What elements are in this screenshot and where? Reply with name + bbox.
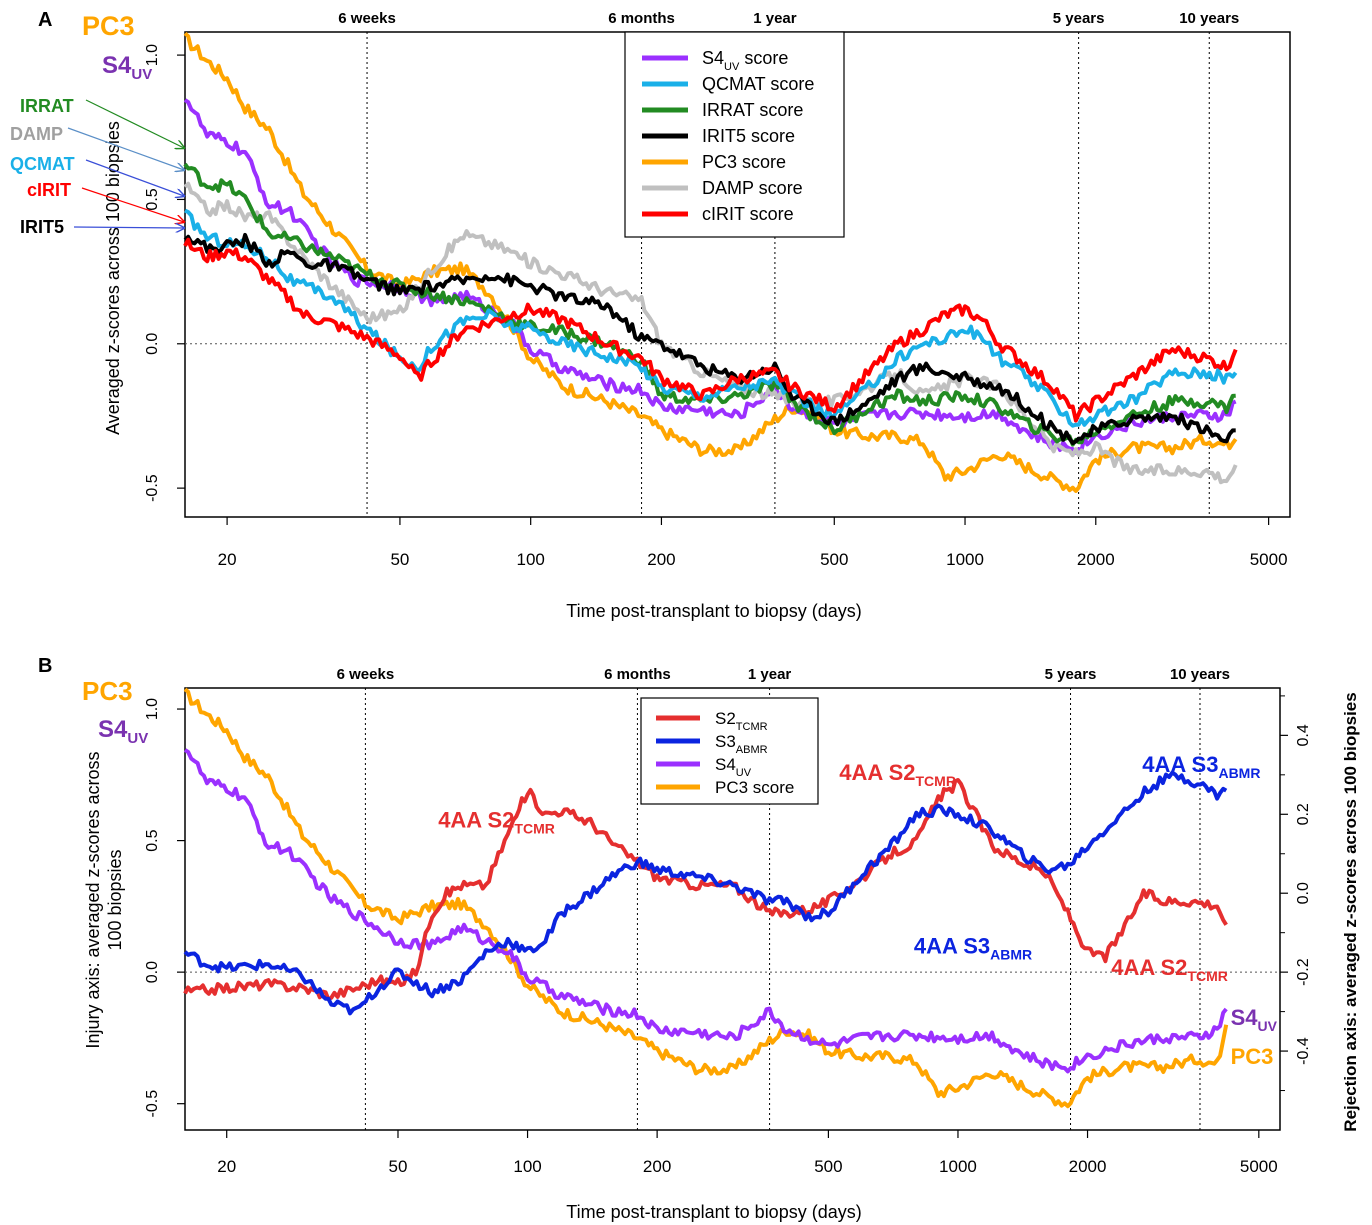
x-tick-label: 5000 (1250, 550, 1288, 569)
x-axis-label-b: Time post-transplant to biopsy (days) (566, 1202, 861, 1222)
x-tick-label: 100 (516, 550, 544, 569)
y-tick-label: 0.0 (144, 333, 161, 355)
milestone-label: 6 weeks (337, 666, 395, 683)
y2-tick-label: 0.4 (1295, 724, 1312, 746)
y-tick-label: 1.0 (144, 698, 161, 720)
annotation-label: 4AA S2TCMR (839, 760, 956, 789)
milestone-label: 6 months (608, 10, 675, 27)
series-line-s3abmr (183, 770, 1228, 1016)
x-tick-label: 20 (218, 550, 237, 569)
left-label-cirit: cIRIT (27, 180, 71, 200)
x-tick-label: 2000 (1077, 550, 1115, 569)
milestone-label: 10 years (1179, 10, 1239, 27)
left-label-s4uv: S4UV (102, 52, 152, 83)
annotation-label: PC3 (1231, 1044, 1274, 1069)
legend-label: PC3 score (715, 778, 794, 797)
legend-label: PC3 score (702, 152, 786, 172)
y2-tick-label: 0.0 (1295, 882, 1312, 904)
x-tick-label: 20 (217, 1157, 236, 1176)
annotation-label: 4AA S3ABMR (1142, 752, 1260, 781)
milestone-label: 5 years (1045, 666, 1097, 683)
left-label-irit5: IRIT5 (20, 217, 64, 237)
y2-tick-label: -0.2 (1295, 958, 1312, 986)
left-label-pc3: PC3 (82, 11, 135, 41)
left-label-irrat: IRRAT (20, 96, 74, 116)
legend-label: S4UV score (702, 48, 788, 73)
x-tick-label: 5000 (1240, 1157, 1278, 1176)
y-tick-label: -0.5 (144, 474, 161, 502)
milestone-label: 10 years (1170, 666, 1230, 683)
annotation-label: 4AA S2TCMR (1111, 955, 1228, 984)
series-line-cirit (183, 237, 1238, 423)
panel-label-b: B (38, 655, 52, 677)
label-arrow (81, 187, 184, 222)
series-line-s4uv (183, 748, 1228, 1074)
legend-label: S4UV (715, 755, 752, 779)
label-arrow (73, 227, 184, 228)
x-tick-label: 2000 (1069, 1157, 1107, 1176)
panel-label-a: A (38, 9, 52, 31)
series-line-pc3 (183, 687, 1229, 1109)
y-axis-label-b-line1: Injury axis: averaged z-scores across (83, 751, 103, 1048)
left-label-s4uv: S4UV (98, 716, 148, 747)
y-axis-label-a: Averaged z-scores across 100 biopsies (103, 121, 123, 435)
left-label-pc3: PC3 (82, 676, 133, 706)
x-tick-label: 1000 (946, 550, 984, 569)
series-line-irit5 (183, 232, 1236, 446)
label-arrow (85, 99, 184, 148)
x-axis-label-a: Time post-transplant to biopsy (days) (566, 601, 861, 621)
annotation-label: S4UV (1231, 1005, 1278, 1034)
legend-label: DAMP score (702, 178, 803, 198)
y-axis-label-b-line2: 100 biopsies (105, 849, 125, 950)
y-tick-label: 1.0 (144, 44, 161, 66)
x-tick-label: 500 (820, 550, 848, 569)
milestone-label: 1 year (753, 10, 797, 27)
x-tick-label: 50 (390, 550, 409, 569)
label-arrow (85, 159, 184, 196)
x-tick-label: 200 (647, 550, 675, 569)
legend-label: IRIT5 score (702, 126, 795, 146)
plot-frame-b (184, 687, 1281, 1131)
x-tick-label: 500 (814, 1157, 842, 1176)
y-tick-label: 0.5 (144, 829, 161, 851)
series-line-pc3 (183, 31, 1238, 493)
milestone-label: 5 years (1053, 10, 1105, 27)
milestone-label: 6 months (604, 666, 671, 683)
left-label-damp: DAMP (10, 124, 63, 144)
label-arrow (67, 127, 184, 170)
y2-tick-label: -0.4 (1295, 1037, 1312, 1065)
y-tick-label: -0.5 (144, 1090, 161, 1118)
series-line-qcmat (184, 208, 1238, 428)
legend-label: QCMAT score (702, 74, 814, 94)
y-tick-label: 0.5 (144, 188, 161, 210)
x-tick-label: 1000 (939, 1157, 977, 1176)
milestone-label: 1 year (748, 666, 792, 683)
legend-label: S3ABMR (715, 732, 768, 756)
y2-tick-label: 0.2 (1295, 803, 1312, 825)
annotation-label: 4AA S3ABMR (914, 934, 1032, 963)
legend-label: S2TCMR (715, 709, 768, 733)
y2-axis-label-b: Rejection axis: averaged z-scores across… (1341, 692, 1360, 1131)
legend-label: IRRAT score (702, 100, 803, 120)
series-line-s2tcmr (183, 778, 1228, 1002)
x-tick-label: 50 (389, 1157, 408, 1176)
y-tick-label: 0.0 (144, 961, 161, 983)
milestone-label: 6 weeks (338, 10, 396, 27)
left-label-qcmat: QCMAT (10, 154, 75, 174)
x-tick-label: 200 (643, 1157, 671, 1176)
x-tick-label: 100 (513, 1157, 541, 1176)
annotation-label: 4AA S2TCMR (438, 807, 555, 836)
panel-b: B 6 weeks 6 months 1 year 5 years 10 years 2… (38, 655, 1360, 1222)
panel-a: A 6 weeks 6 months 1 year 5 years 10 years 2… (10, 9, 1291, 621)
legend-label: cIRIT score (702, 204, 794, 224)
